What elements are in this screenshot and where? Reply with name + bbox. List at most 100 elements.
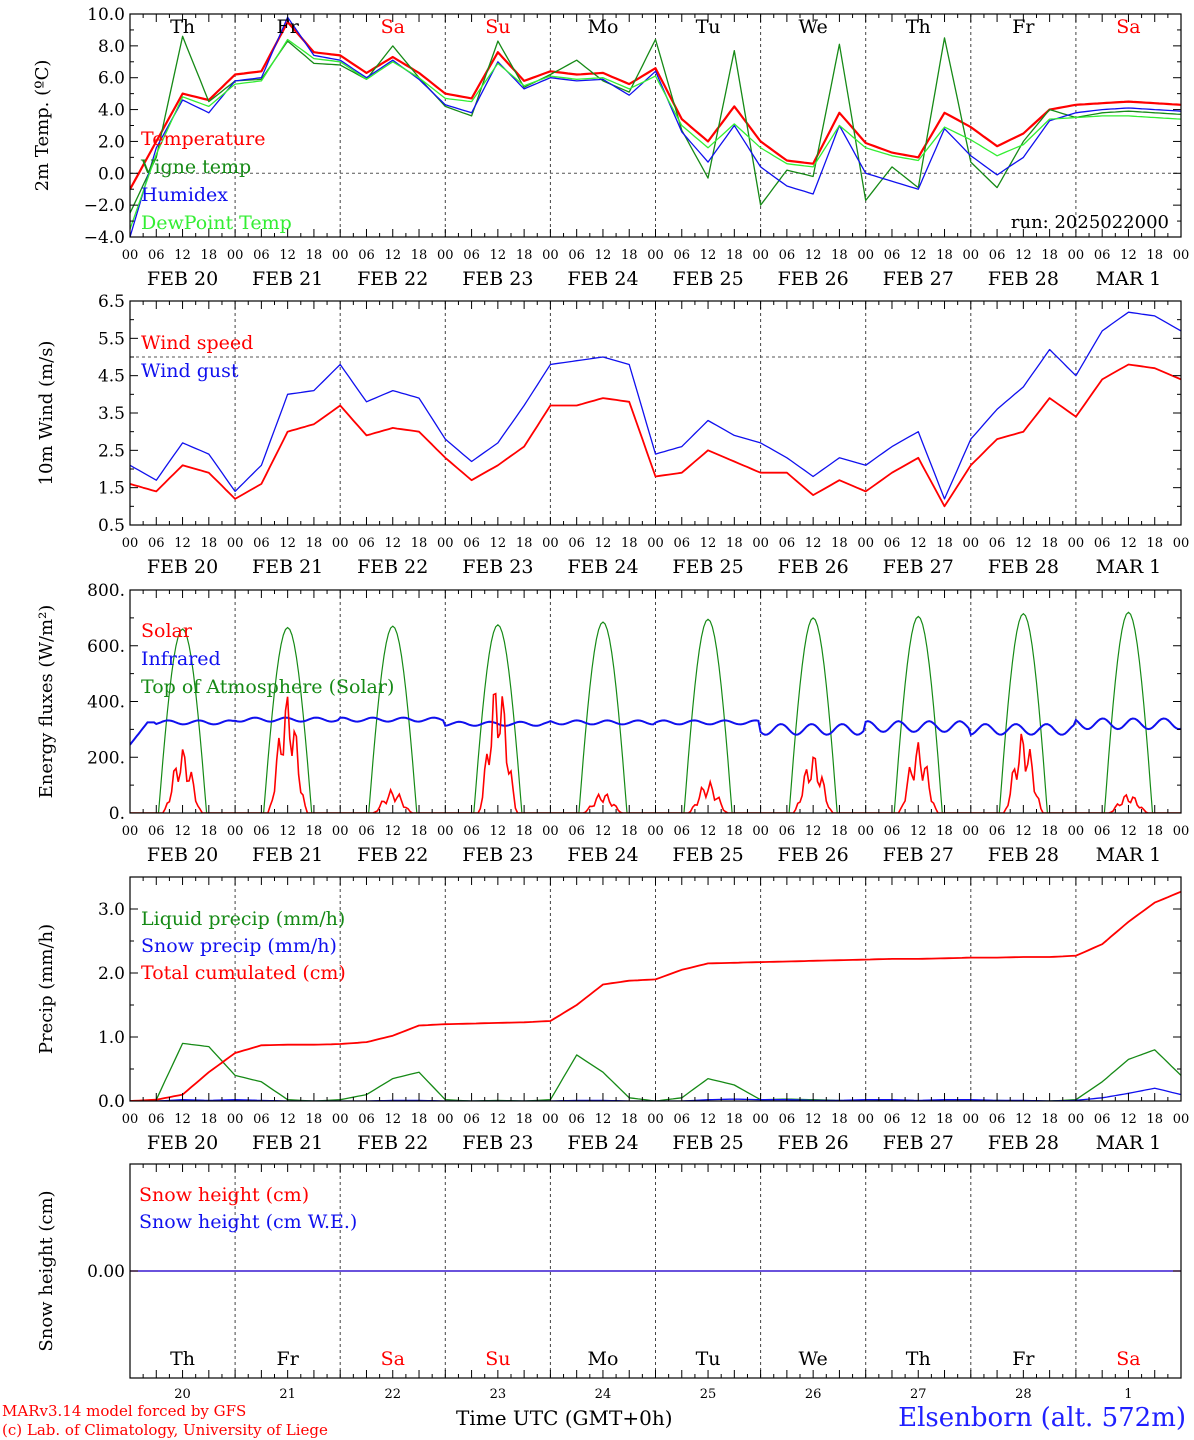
hour-tick-label: 06 bbox=[358, 1112, 375, 1127]
legend-entry: Solar bbox=[141, 620, 193, 642]
hour-tick-label: 06 bbox=[989, 1112, 1006, 1127]
day-abbr-label: Mo bbox=[587, 1348, 618, 1370]
hour-tick-label: 00 bbox=[857, 824, 874, 839]
y-tick-label: 6.0 bbox=[98, 69, 125, 89]
series-line-2 bbox=[130, 311, 1181, 500]
y-tick-label: 1.5 bbox=[98, 479, 125, 499]
hour-tick-label: 00 bbox=[1173, 248, 1190, 263]
plot-frame bbox=[129, 13, 1182, 238]
hour-tick-label: 18 bbox=[201, 248, 218, 263]
panel-2: 0.5 1.5 2.5 3.5 4.5 5.5 6.5 10m Wind (m/s) Wind … bbox=[36, 292, 1189, 578]
hour-tick-label: 00 bbox=[122, 1112, 139, 1127]
day-abbr-label: Mo bbox=[587, 16, 618, 38]
hour-tick-label: 12 bbox=[1120, 824, 1137, 839]
hour-tick-label: 12 bbox=[490, 824, 507, 839]
series-line-toa-solar bbox=[130, 611, 1181, 813]
hour-tick-label: 12 bbox=[384, 536, 401, 551]
hour-tick-label: 12 bbox=[490, 536, 507, 551]
hour-tick-label: 00 bbox=[647, 248, 664, 263]
panel-3: 0. 200. 400. 600. 800. Energy fluxes (W/m²) So… bbox=[36, 581, 1189, 866]
day-abbr-label: Sa bbox=[1116, 1348, 1140, 1370]
hour-tick-label: 00 bbox=[542, 536, 559, 551]
hour-tick-label: 18 bbox=[201, 824, 218, 839]
legend-entry: Snow height (cm) bbox=[139, 1184, 309, 1206]
hour-tick-label: 18 bbox=[516, 824, 533, 839]
hour-tick-label: 06 bbox=[358, 536, 375, 551]
y-tick-label: 0.00 bbox=[87, 1262, 125, 1282]
date-label: FEB 24 bbox=[567, 1132, 638, 1154]
y-tick-label: −2.0 bbox=[84, 196, 125, 216]
date-label: FEB 28 bbox=[988, 556, 1059, 578]
hour-tick-label: 00 bbox=[122, 248, 139, 263]
day-abbr-label: We bbox=[799, 1348, 828, 1370]
hour-tick-label: 06 bbox=[674, 248, 691, 263]
day-abbr-label: Su bbox=[485, 1348, 510, 1370]
hour-tick-label: 12 bbox=[805, 1112, 822, 1127]
legend-entry: Total cumulated (cm) bbox=[141, 962, 346, 984]
hour-tick-label: 06 bbox=[568, 824, 585, 839]
date-label: MAR 1 bbox=[1096, 268, 1162, 290]
hour-tick-label: 00 bbox=[752, 536, 769, 551]
hour-tick-label: 00 bbox=[1068, 1112, 1085, 1127]
panel-1: −4.0 −2.0 0.0 2.0 4.0 6.0 8.0 10.0 2m Temp. (ºC)… bbox=[32, 5, 1189, 290]
series-line-3 bbox=[130, 890, 1181, 1101]
legend-entry: Humidex bbox=[141, 184, 228, 206]
hour-tick-label: 00 bbox=[857, 248, 874, 263]
hour-tick-label: 12 bbox=[384, 824, 401, 839]
hour-tick-label: 00 bbox=[647, 1112, 664, 1127]
hour-tick-label: 12 bbox=[490, 248, 507, 263]
hour-tick-label: 06 bbox=[779, 248, 796, 263]
hour-tick-label: 12 bbox=[279, 1112, 296, 1127]
hour-tick-label: 12 bbox=[595, 248, 612, 263]
day-abbr-label: Tu bbox=[696, 16, 721, 38]
hour-tick-label: 00 bbox=[963, 824, 980, 839]
date-label: FEB 28 bbox=[988, 1132, 1059, 1154]
hour-tick-label: 00 bbox=[647, 536, 664, 551]
hour-tick-label: 18 bbox=[516, 536, 533, 551]
hour-tick-label: 18 bbox=[831, 248, 848, 263]
hour-tick-label: 12 bbox=[1120, 1112, 1137, 1127]
series-group bbox=[130, 611, 1181, 813]
hour-tick-label: 18 bbox=[831, 1112, 848, 1127]
date-label: FEB 27 bbox=[883, 844, 954, 866]
hour-tick-label: 06 bbox=[989, 536, 1006, 551]
hour-tick-label: 18 bbox=[936, 1112, 953, 1127]
hour-tick-label: 00 bbox=[752, 1112, 769, 1127]
station-label: Elsenborn (alt. 572m) bbox=[898, 1403, 1186, 1433]
hour-tick-label: 06 bbox=[779, 1112, 796, 1127]
date-label: MAR 1 bbox=[1096, 844, 1162, 866]
date-label: FEB 21 bbox=[252, 268, 323, 290]
date-label: FEB 26 bbox=[778, 268, 849, 290]
hour-tick-label: 06 bbox=[148, 824, 165, 839]
y-tick-label: 1.0 bbox=[98, 1028, 125, 1048]
hour-tick-label: 06 bbox=[148, 1112, 165, 1127]
hour-tick-label: 06 bbox=[568, 1112, 585, 1127]
hour-tick-label: 06 bbox=[253, 536, 270, 551]
hour-tick-label: 00 bbox=[1068, 824, 1085, 839]
hour-tick-label: 00 bbox=[227, 1112, 244, 1127]
date-label: FEB 27 bbox=[883, 268, 954, 290]
hour-tick-label: 00 bbox=[227, 248, 244, 263]
date-label: FEB 26 bbox=[778, 1132, 849, 1154]
date-label: FEB 20 bbox=[147, 1132, 218, 1154]
hour-tick-label: 18 bbox=[1041, 1112, 1058, 1127]
hour-tick-label: 12 bbox=[595, 824, 612, 839]
hour-tick-label: 06 bbox=[884, 248, 901, 263]
hour-tick-label: 00 bbox=[332, 1112, 349, 1127]
day-abbr-label: Th bbox=[170, 1348, 195, 1370]
hour-tick-label: 12 bbox=[1120, 536, 1137, 551]
y-tick-label: 3.0 bbox=[98, 900, 125, 920]
day-abbr-label: Sa bbox=[381, 1348, 405, 1370]
date-label: FEB 28 bbox=[988, 844, 1059, 866]
hour-tick-label: 00 bbox=[332, 248, 349, 263]
y-tick-label: 2.5 bbox=[98, 441, 125, 461]
series-line-solar bbox=[130, 692, 1181, 813]
y-tick-label: 600. bbox=[87, 637, 125, 657]
date-label: FEB 23 bbox=[462, 268, 533, 290]
hour-tick-label: 12 bbox=[1015, 536, 1032, 551]
day-abbr-label: Th bbox=[906, 1348, 931, 1370]
hour-tick-label: 12 bbox=[805, 248, 822, 263]
date-label: FEB 22 bbox=[357, 1132, 428, 1154]
hour-tick-label: 12 bbox=[910, 536, 927, 551]
date-label: FEB 25 bbox=[672, 556, 743, 578]
